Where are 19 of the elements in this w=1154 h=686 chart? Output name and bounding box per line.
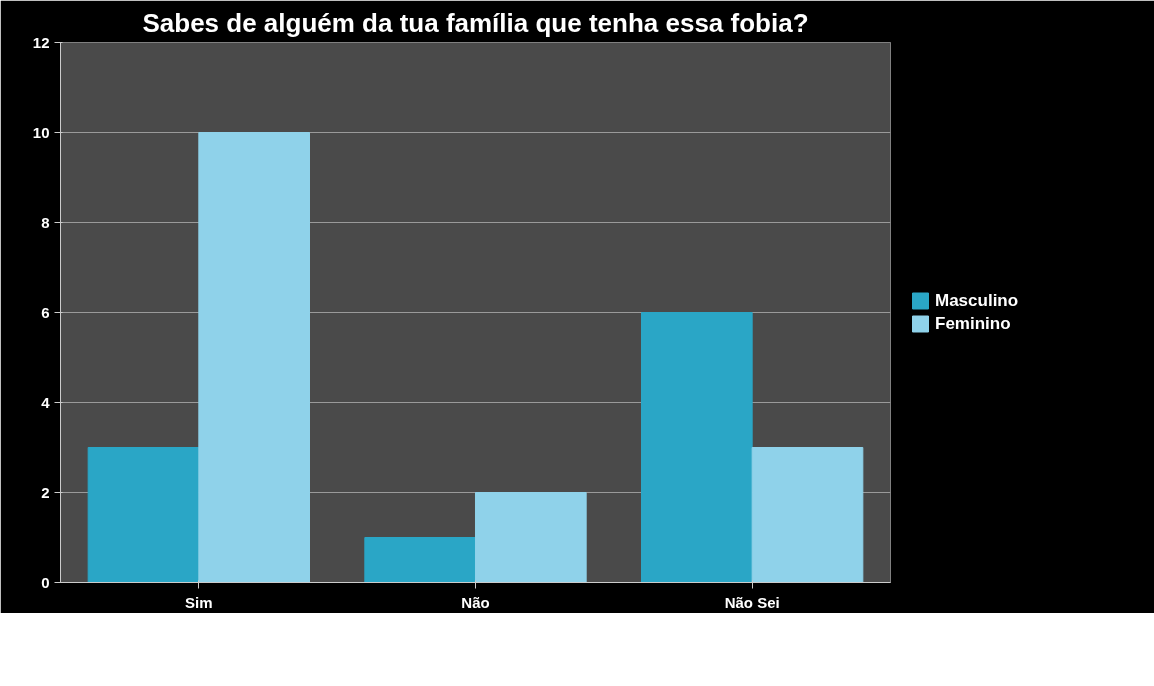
y-tick-label: 12: [32, 33, 50, 51]
x-tick-label: Não: [461, 593, 490, 611]
y-tick-label: 0: [41, 573, 50, 591]
chart-title: Sabes de alguém da tua família que tenha essa fobia?: [142, 7, 809, 38]
y-tick-label: 8: [41, 213, 50, 231]
x-tick-label: Não Sei: [724, 593, 780, 611]
bar: [641, 312, 753, 583]
legend-label: Feminino: [935, 313, 1011, 334]
bar: [475, 492, 587, 583]
legend-label: Masculino: [935, 290, 1019, 311]
y-tick-label: 10: [32, 123, 50, 141]
bar: [198, 132, 310, 583]
bar: [87, 447, 200, 583]
y-tick-label: 6: [41, 303, 50, 321]
bar: [364, 537, 476, 583]
bar: [751, 447, 864, 583]
y-tick-label: 2: [41, 483, 50, 501]
y-tick-label: 4: [41, 393, 51, 411]
x-tick-label: Sim: [185, 593, 213, 611]
